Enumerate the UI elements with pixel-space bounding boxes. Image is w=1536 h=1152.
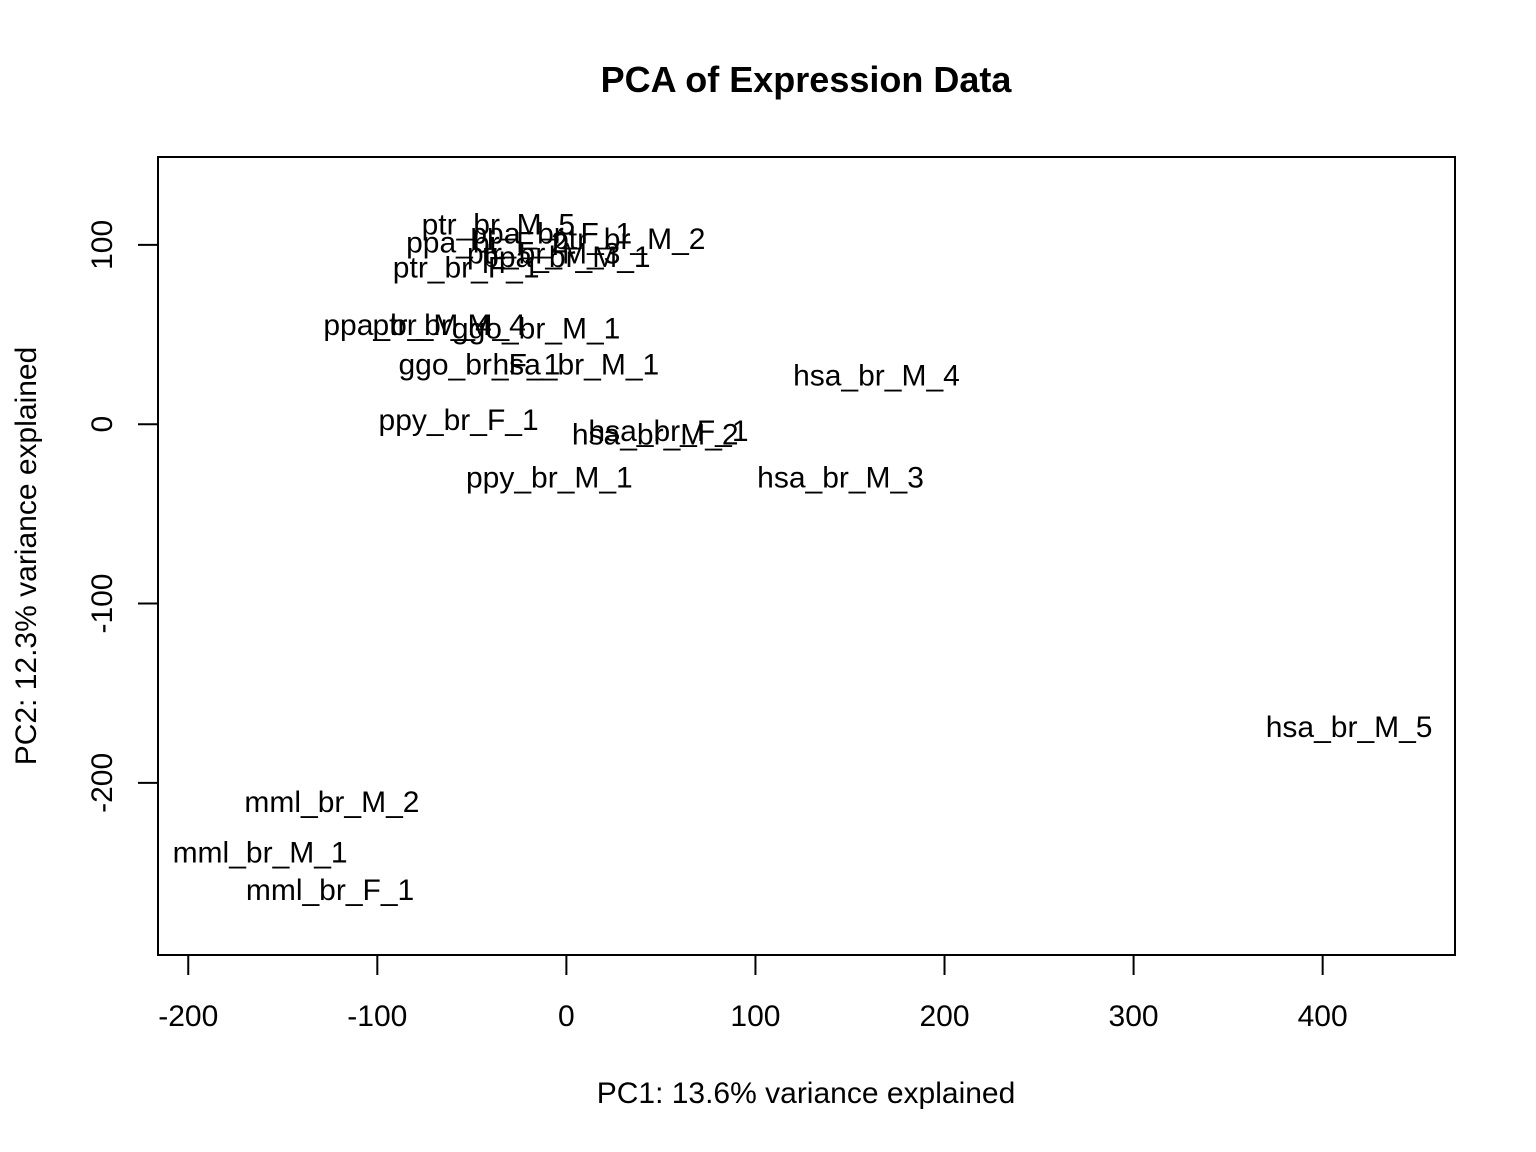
point-label-ppy-br-F-1: ppy_br_F_1: [379, 404, 539, 437]
x-tick-label: -100: [347, 1000, 407, 1033]
point-label-ptr-br-M-5: ptr_br_M_5: [422, 209, 575, 242]
x-tick-label: 200: [919, 1000, 969, 1033]
y-axis-label: PC2: 12.3% variance explained: [10, 347, 43, 766]
point-label-ggo-br-F-1: ggo_br_F_1: [399, 349, 561, 382]
x-tick-label: 0: [558, 1000, 575, 1033]
y-tick-label: 100: [86, 220, 119, 270]
y-axis: -200 -100 0 100: [86, 220, 159, 813]
point-label-ptr-br-M-4: ptr_br_M_4: [372, 309, 525, 342]
point-label-ppa-br-M-4: ppa_br_M_4: [323, 309, 491, 342]
x-tick-label: 100: [730, 1000, 780, 1033]
chart-title: PCA of Expression Data: [601, 59, 1013, 100]
point-label-ptr-br-F-1: ptr_br_F_1: [393, 252, 540, 285]
point-label-ppa-br-F-1: ppa_br_F_1: [470, 218, 632, 251]
x-tick-label: 400: [1298, 1000, 1348, 1033]
point-label-ptr-br-M-3: ptr_br_M_3: [467, 237, 620, 270]
point-label-ppa-br-F-2: ppa_br_F_2: [406, 227, 568, 260]
plot-area-frame: [157, 156, 1456, 956]
point-label-mml-br-F-1: mml_br_F_1: [246, 874, 414, 907]
point-label-ppa-br-M-1: ppa_br_M_1: [482, 241, 650, 274]
point-label-ppy-br-M-1: ppy_br_M_1: [466, 461, 633, 494]
y-tick-label: 0: [86, 416, 119, 433]
x-tick-label: -200: [158, 1000, 218, 1033]
x-axis-label: PC1: 13.6% variance explained: [597, 1077, 1016, 1110]
x-tick-label: 300: [1109, 1000, 1159, 1033]
point-label-hsa-br-M-4: hsa_br_M_4: [793, 359, 960, 392]
y-tick-label: -200: [86, 753, 119, 813]
y-tick-label: -100: [86, 573, 119, 633]
point-labels: ptr_br_M_5ppa_br_F_1ptr_br_M_2ppa_br_F_2…: [173, 209, 1433, 907]
point-label-hsa-br-M-1: hsa_br_M_1: [492, 349, 659, 382]
point-label-mml-br-M-2: mml_br_M_2: [244, 786, 419, 819]
point-label-ggo-br-M-1: ggo_br_M_1: [452, 313, 620, 346]
point-label-hsa-br-M-3: hsa_br_M_3: [757, 461, 924, 494]
point-label-hsa-br-M-2: hsa_br_M_2: [572, 418, 739, 451]
point-label-mml-br-M-1: mml_br_M_1: [173, 836, 348, 869]
x-axis: -200 -100 0 100 200 300 400: [158, 954, 1348, 1033]
point-label-hsa-br-M-5: hsa_br_M_5: [1266, 711, 1433, 744]
point-label-hsa-br-F-1: hsa_br_F_1: [588, 415, 748, 448]
point-label-ptr-br-M-2: ptr_br_M_2: [552, 223, 705, 256]
